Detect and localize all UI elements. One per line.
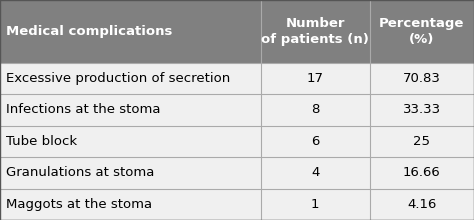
Text: Medical complications: Medical complications: [6, 25, 172, 38]
Bar: [0, 126, 474, 157]
Text: 17: 17: [307, 72, 324, 85]
Text: 4.16: 4.16: [407, 198, 437, 211]
Text: Maggots at the stoma: Maggots at the stoma: [6, 198, 152, 211]
Text: Tube block: Tube block: [6, 135, 77, 148]
Text: 8: 8: [311, 103, 319, 116]
Bar: [0, 157, 474, 189]
Text: 25: 25: [413, 135, 430, 148]
Bar: [0, 94, 474, 126]
Bar: [0, 63, 474, 94]
Text: Number
of patients (n): Number of patients (n): [261, 17, 369, 46]
Bar: [0, 0, 474, 63]
Text: Excessive production of secretion: Excessive production of secretion: [6, 72, 230, 85]
Text: 1: 1: [311, 198, 319, 211]
Text: 6: 6: [311, 135, 319, 148]
Text: 4: 4: [311, 166, 319, 179]
Text: Percentage
(%): Percentage (%): [379, 17, 465, 46]
Bar: [0, 189, 474, 220]
Text: 16.66: 16.66: [403, 166, 441, 179]
Text: 70.83: 70.83: [403, 72, 441, 85]
Text: Granulations at stoma: Granulations at stoma: [6, 166, 154, 179]
Text: 33.33: 33.33: [403, 103, 441, 116]
Text: Infections at the stoma: Infections at the stoma: [6, 103, 160, 116]
